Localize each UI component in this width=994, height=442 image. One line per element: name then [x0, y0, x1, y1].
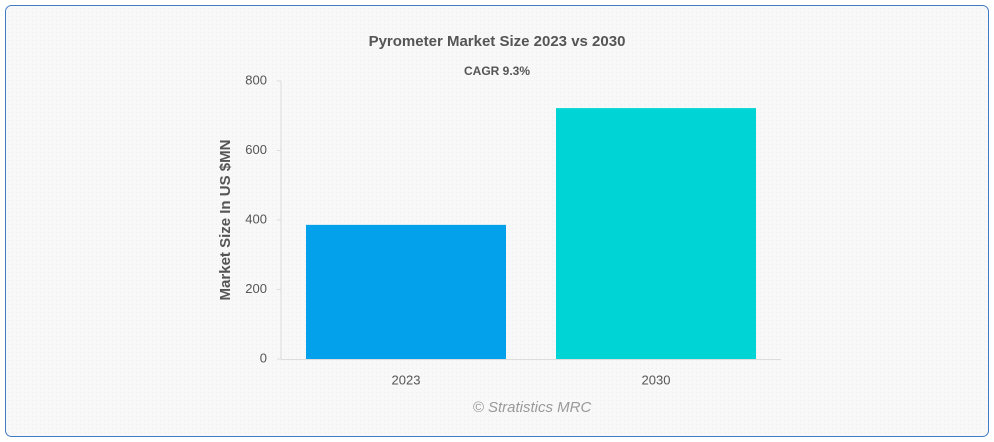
x-tick-label: 2030	[642, 372, 671, 387]
bar	[306, 224, 506, 359]
x-tick-label: 2023	[392, 372, 421, 387]
y-axis-label: Market Size In US $MN	[217, 140, 234, 301]
chart-subtitle: CAGR 9.3%	[464, 64, 530, 78]
credit: © Stratistics MRC	[473, 399, 592, 416]
y-tick-label: 800	[245, 72, 267, 87]
y-tick-label: 600	[245, 142, 267, 157]
y-tick-label: 200	[245, 281, 267, 296]
chart-title: Pyrometer Market Size 2023 vs 2030	[369, 33, 626, 50]
y-tick-label: 0	[260, 350, 267, 365]
bar	[556, 108, 756, 359]
y-tick-label: 400	[245, 211, 267, 226]
